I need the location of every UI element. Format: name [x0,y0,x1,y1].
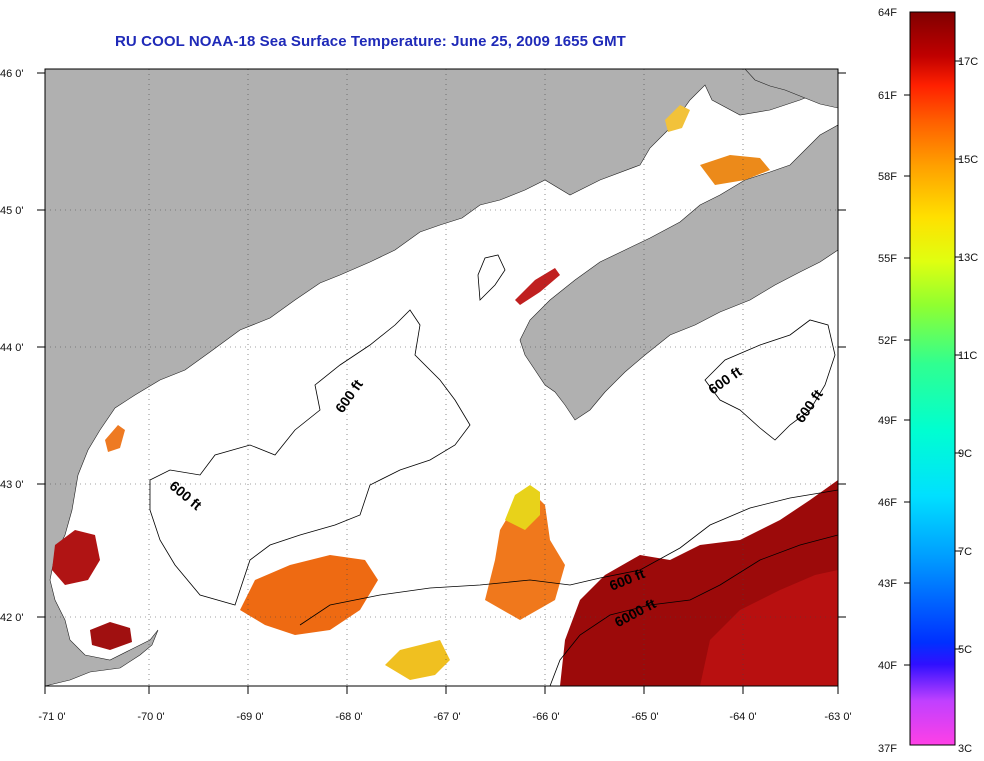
cb-f-label: 49F [878,415,897,427]
cb-f-label: 52F [878,335,897,347]
cb-c-label: 9C [958,448,972,460]
lon-label: -63 0' [824,711,851,723]
lon-label: -68 0' [335,711,362,723]
sst-patch-southeast-light [700,570,838,686]
cb-f-label: 46F [878,497,897,509]
cape-breton-land [744,69,838,109]
cb-f-label: 58F [878,171,897,183]
cb-c-label: 17C [958,56,978,68]
cb-f-label: 61F [878,90,897,102]
cb-c-label: 3C [958,743,972,755]
contour-600ft-gulf [149,309,471,606]
colorbar-gradient [909,11,956,746]
latitude-labels: 46 0' 45 0' 44 0' 43 0' 42 0' [0,68,24,624]
cb-f-label: 55F [878,253,897,265]
lon-label: -69 0' [236,711,263,723]
graticule-grid [45,69,838,686]
sst-patch-cape-cod [52,530,100,585]
colorbar-ticks [904,60,961,666]
cb-c-label: 13C [958,252,978,264]
lat-label: 43 0' [0,479,24,491]
sst-data-patches [52,105,838,686]
cb-f-label: 64F [878,7,897,19]
cb-c-label: 7C [958,546,972,558]
longitude-labels: -71 0' -70 0' -69 0' -68 0' -67 0' -66 0… [38,711,851,723]
lat-label: 46 0' [0,68,24,80]
lon-label: -67 0' [433,711,460,723]
sst-patch-fundy-inner [665,105,690,132]
mainland-land [45,69,838,686]
nova-scotia-land [519,124,838,421]
contour-shelf-edge [299,489,838,626]
contour-cape-sable [477,254,506,301]
sst-patch-annapolis [515,268,560,305]
cb-f-label: 40F [878,660,897,672]
map-title: RU COOL NOAA-18 Sea Surface Temperature:… [115,33,626,50]
cb-c-label: 5C [958,644,972,656]
contour-6000ft [549,534,838,686]
sst-patch-central [485,490,565,620]
lon-label: -66 0' [532,711,559,723]
depth-contours [149,254,838,686]
cb-c-label: 15C [958,154,978,166]
cb-c-label: 11C [958,350,977,362]
map-plot-area: 600 ft 600 ft 600 ft 600 ft 600 ft 6000 … [0,68,852,723]
sst-patch-maine-coast [105,425,125,452]
lat-label: 42 0' [0,612,24,624]
sst-patch-bay-of-fundy [700,155,770,185]
lon-label: -70 0' [137,711,164,723]
map-frame [44,68,839,687]
contour-600ft-northeast [704,319,836,441]
colorbar-fahrenheit-labels: 64F 61F 58F 55F 52F 49F 46F 43F 40F 37F [878,7,897,755]
colorbar-celsius-labels: 17C 15C 13C 11C 9C 7C 5C 3C [958,56,978,755]
cb-f-label: 43F [878,578,897,590]
lat-label: 45 0' [0,205,24,217]
sst-patch-yellow-south [385,640,450,680]
lon-label: -71 0' [38,711,65,723]
lat-label: 44 0' [0,342,24,354]
axis-ticks [37,72,846,694]
lon-label: -64 0' [729,711,756,723]
cb-f-label: 37F [878,743,897,755]
sst-patch-georges-bank [240,555,378,635]
sst-patch-nantucket [90,622,132,650]
colorbar: 64F 61F 58F 55F 52F 49F 46F 43F 40F 37F … [878,7,978,755]
lon-label: -65 0' [631,711,658,723]
sst-patch-yellow-north [505,485,540,530]
